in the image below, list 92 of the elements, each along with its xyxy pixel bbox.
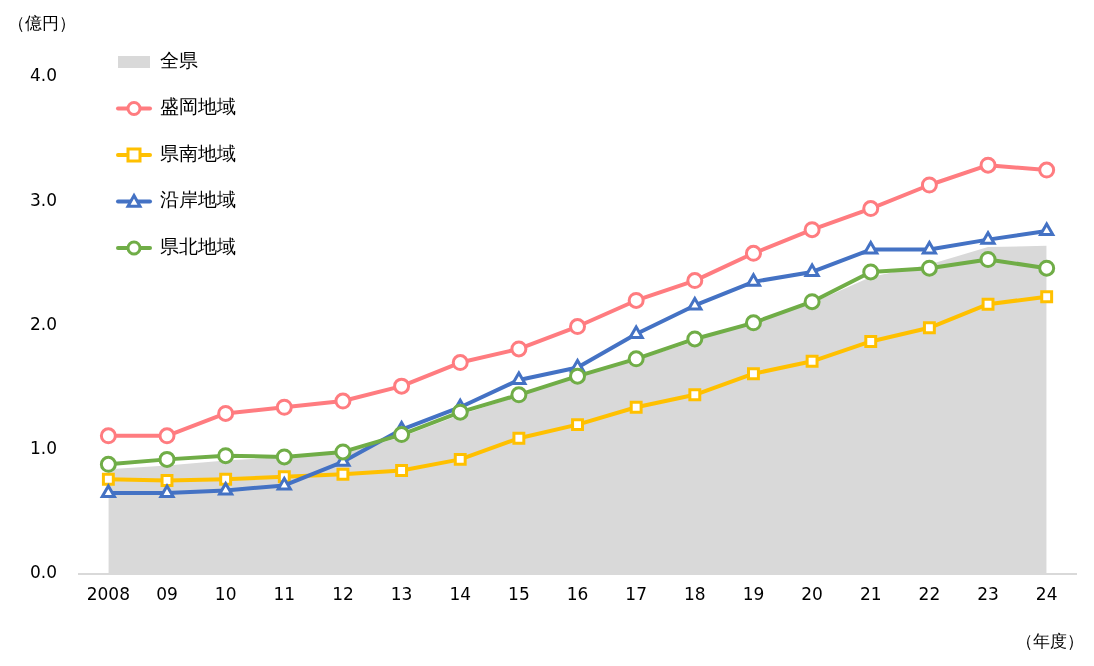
y-tick-label: 1.0 xyxy=(29,437,58,458)
point xyxy=(1040,290,1054,304)
point xyxy=(627,291,645,309)
point xyxy=(980,231,996,245)
point xyxy=(744,314,762,332)
point xyxy=(687,296,703,311)
x-tick-label: 13 xyxy=(390,584,413,605)
point xyxy=(510,340,528,358)
point xyxy=(453,452,467,466)
point xyxy=(745,273,762,287)
x-tick-label: 15 xyxy=(508,584,530,605)
point xyxy=(862,263,880,281)
legend-label: 県南地域 xyxy=(160,141,236,164)
point xyxy=(511,371,527,385)
legend-label: 沿岸地域 xyxy=(160,188,236,211)
point xyxy=(512,431,526,445)
point xyxy=(803,293,821,311)
x-tick-label: 21 xyxy=(859,584,882,605)
point xyxy=(686,330,704,348)
point xyxy=(569,318,587,336)
point xyxy=(393,426,411,444)
point xyxy=(100,484,116,498)
point xyxy=(979,156,997,174)
x-tick-label: 18 xyxy=(683,584,706,605)
point xyxy=(219,472,233,486)
point xyxy=(686,272,704,290)
point xyxy=(217,447,235,465)
point xyxy=(159,484,175,498)
point xyxy=(275,448,293,466)
y-tick-label: 3.0 xyxy=(29,189,58,210)
legend-label: 全県 xyxy=(160,48,198,71)
point xyxy=(334,443,352,461)
point xyxy=(569,367,587,385)
y-tick-label: 2.0 xyxy=(29,313,58,334)
point xyxy=(744,244,762,262)
point xyxy=(747,367,760,381)
point xyxy=(510,386,528,404)
point xyxy=(1039,222,1055,236)
x-tick-label: 20 xyxy=(801,584,823,605)
point xyxy=(920,259,938,277)
point xyxy=(922,321,936,335)
point xyxy=(158,450,176,468)
x-tick-label: 2008 xyxy=(86,584,130,605)
point xyxy=(395,464,409,478)
point xyxy=(101,472,115,486)
x-tick-label: 12 xyxy=(332,584,354,605)
point xyxy=(629,400,643,414)
x-tick-label: 17 xyxy=(625,584,647,605)
x-tick-label: 19 xyxy=(742,584,765,605)
point xyxy=(275,398,293,416)
x-axis-title: （年度） xyxy=(1016,631,1084,652)
point xyxy=(863,241,879,255)
point xyxy=(864,334,878,348)
point xyxy=(805,354,819,368)
point xyxy=(804,263,820,277)
x-tick-label: 10 xyxy=(214,584,237,605)
point xyxy=(1038,161,1056,179)
point xyxy=(336,467,350,481)
x-tick-label: 14 xyxy=(449,584,472,605)
point xyxy=(862,200,880,218)
point xyxy=(99,427,117,445)
x-tick-label: 11 xyxy=(273,584,296,605)
point xyxy=(158,427,176,445)
x-tick-label: 16 xyxy=(566,584,589,605)
point xyxy=(981,297,995,311)
point xyxy=(451,354,469,372)
point xyxy=(571,418,584,432)
x-tick-label: 24 xyxy=(1035,584,1058,605)
point xyxy=(276,476,292,491)
point xyxy=(1038,259,1056,277)
point xyxy=(99,455,117,473)
point xyxy=(628,325,644,339)
y-tick-label: 0.0 xyxy=(29,562,58,583)
point xyxy=(803,221,821,239)
point xyxy=(688,388,702,402)
legend-label: 県北地域 xyxy=(160,234,236,257)
point xyxy=(627,350,645,368)
point xyxy=(393,377,411,395)
x-tick-label: 22 xyxy=(918,584,941,605)
point xyxy=(920,176,938,194)
point xyxy=(334,392,352,410)
point xyxy=(160,474,174,487)
point xyxy=(921,241,937,255)
y-tick-label: 4.0 xyxy=(29,65,58,86)
point xyxy=(217,404,235,422)
point xyxy=(451,403,469,421)
legend-label: 盛岡地域 xyxy=(160,95,236,118)
x-tick-label: 09 xyxy=(156,584,178,605)
point xyxy=(979,251,997,268)
y-axis-title: （億円） xyxy=(8,13,76,34)
x-tick-label: 23 xyxy=(977,584,999,605)
point xyxy=(218,481,234,496)
